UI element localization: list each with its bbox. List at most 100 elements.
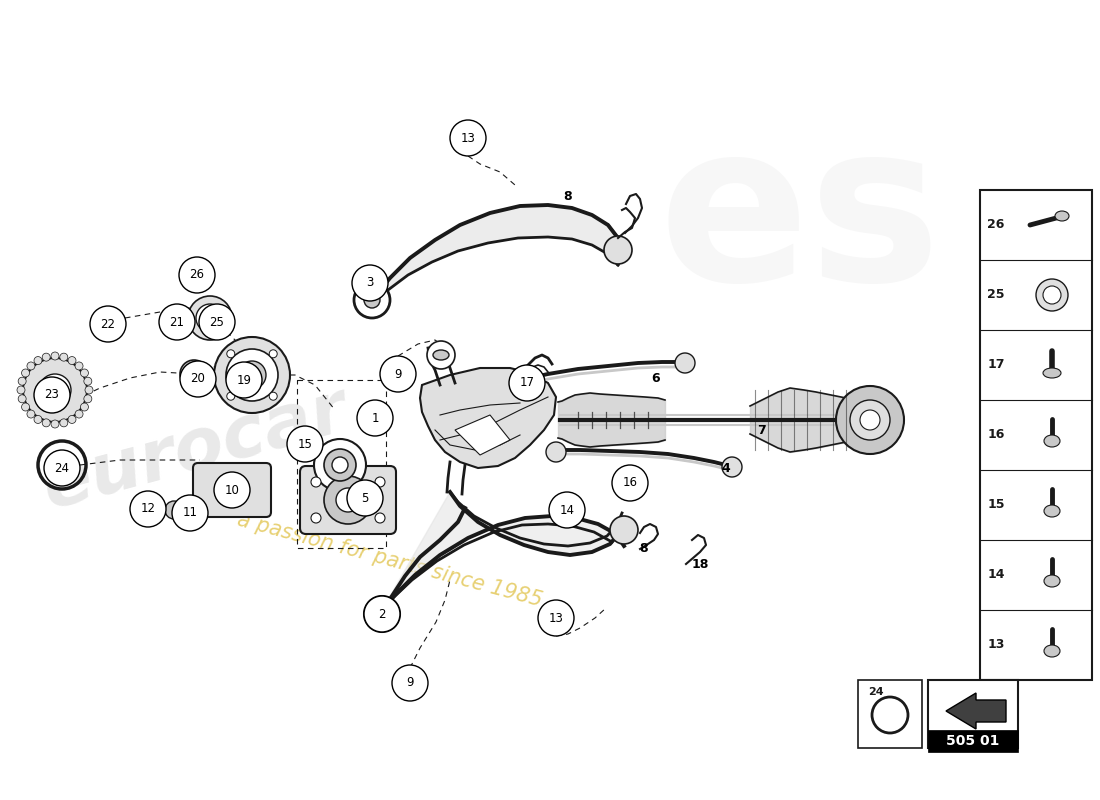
Polygon shape — [455, 415, 510, 455]
Text: 6: 6 — [651, 371, 660, 385]
Circle shape — [549, 492, 585, 528]
Text: 13: 13 — [988, 638, 1004, 651]
Text: 14: 14 — [988, 569, 1004, 582]
Circle shape — [392, 665, 428, 701]
Circle shape — [204, 311, 217, 325]
Circle shape — [610, 516, 638, 544]
Circle shape — [42, 353, 51, 361]
Circle shape — [860, 410, 880, 430]
FancyBboxPatch shape — [300, 466, 396, 534]
Text: 14: 14 — [560, 503, 574, 517]
Circle shape — [42, 419, 51, 427]
Circle shape — [546, 442, 566, 462]
Circle shape — [34, 415, 42, 423]
Text: 3: 3 — [366, 277, 374, 290]
Circle shape — [314, 439, 366, 491]
Circle shape — [84, 378, 91, 386]
Circle shape — [324, 449, 356, 481]
Text: es: es — [659, 113, 942, 327]
Circle shape — [226, 362, 262, 398]
Text: 8: 8 — [563, 190, 572, 202]
Circle shape — [131, 499, 149, 517]
FancyBboxPatch shape — [858, 680, 922, 748]
FancyBboxPatch shape — [980, 190, 1092, 680]
Text: 13: 13 — [549, 611, 563, 625]
Circle shape — [196, 304, 224, 332]
Circle shape — [836, 386, 904, 454]
Circle shape — [172, 495, 208, 531]
Circle shape — [311, 513, 321, 523]
Text: 4: 4 — [722, 462, 730, 474]
Text: 9: 9 — [406, 677, 414, 690]
Circle shape — [364, 596, 400, 632]
Circle shape — [19, 394, 26, 402]
Circle shape — [130, 491, 166, 527]
Text: 19: 19 — [236, 374, 252, 386]
Polygon shape — [372, 205, 618, 300]
Circle shape — [75, 410, 82, 418]
Circle shape — [39, 374, 72, 406]
Circle shape — [51, 420, 59, 428]
Text: 15: 15 — [298, 438, 312, 450]
Circle shape — [450, 120, 486, 156]
Circle shape — [354, 282, 390, 318]
Circle shape — [227, 350, 234, 358]
Ellipse shape — [164, 309, 184, 327]
Text: 15: 15 — [988, 498, 1004, 511]
Circle shape — [675, 353, 695, 373]
Circle shape — [379, 356, 416, 392]
Circle shape — [68, 357, 76, 365]
Circle shape — [160, 304, 195, 340]
Circle shape — [358, 400, 393, 436]
Circle shape — [270, 392, 277, 400]
Text: 16: 16 — [988, 429, 1004, 442]
Circle shape — [270, 350, 277, 358]
Ellipse shape — [1044, 645, 1060, 657]
Text: 26: 26 — [189, 269, 205, 282]
Circle shape — [199, 304, 235, 340]
Circle shape — [168, 312, 180, 324]
Text: 21: 21 — [169, 315, 185, 329]
Circle shape — [238, 361, 266, 389]
Circle shape — [59, 353, 68, 361]
Circle shape — [722, 457, 742, 477]
Circle shape — [227, 392, 234, 400]
Circle shape — [19, 378, 26, 386]
Text: 7: 7 — [758, 423, 767, 437]
FancyBboxPatch shape — [192, 463, 271, 517]
Circle shape — [396, 672, 424, 700]
Ellipse shape — [1044, 505, 1060, 517]
Text: 505 01: 505 01 — [946, 734, 1000, 748]
Text: 18: 18 — [691, 558, 708, 571]
Circle shape — [179, 257, 214, 293]
Text: 13: 13 — [461, 131, 475, 145]
Circle shape — [1043, 286, 1062, 304]
Text: 9: 9 — [394, 367, 402, 381]
Text: 23: 23 — [45, 389, 59, 402]
Circle shape — [346, 480, 383, 516]
Ellipse shape — [1044, 575, 1060, 587]
Ellipse shape — [99, 309, 121, 327]
Text: 20: 20 — [190, 373, 206, 386]
Circle shape — [510, 372, 530, 392]
Circle shape — [34, 377, 70, 413]
Ellipse shape — [1043, 368, 1062, 378]
Circle shape — [180, 361, 216, 397]
Circle shape — [375, 477, 385, 487]
Text: 16: 16 — [623, 477, 638, 490]
Circle shape — [90, 306, 126, 342]
Circle shape — [246, 369, 258, 381]
Circle shape — [287, 426, 323, 462]
Ellipse shape — [180, 360, 208, 388]
Circle shape — [23, 358, 87, 422]
Text: 24: 24 — [868, 687, 883, 697]
Circle shape — [324, 476, 372, 524]
Circle shape — [375, 513, 385, 523]
Circle shape — [427, 341, 455, 369]
Circle shape — [850, 400, 890, 440]
Ellipse shape — [1044, 435, 1060, 447]
Circle shape — [1036, 279, 1068, 311]
Ellipse shape — [402, 681, 418, 691]
FancyBboxPatch shape — [928, 680, 1018, 748]
Circle shape — [374, 606, 390, 622]
